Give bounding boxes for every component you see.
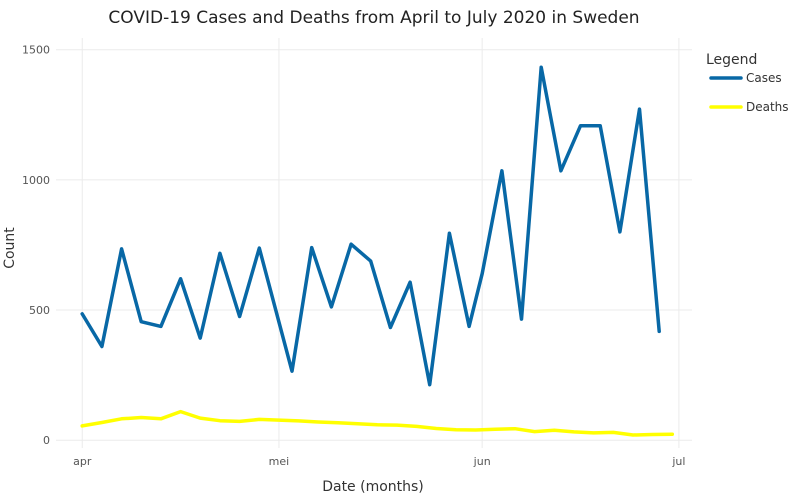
data-point: [552, 428, 556, 432]
data-point: [159, 417, 163, 421]
data-point: [257, 417, 261, 421]
data-point: [290, 369, 294, 373]
data-point: [80, 312, 84, 316]
data-point: [120, 417, 124, 421]
legend-items: Cases Deaths: [709, 71, 789, 114]
data-point: [447, 231, 451, 235]
chart-title: COVID-19 Cases and Deaths from April to …: [108, 8, 639, 28]
data-point: [198, 336, 202, 340]
data-point: [657, 329, 661, 333]
data-point: [336, 421, 340, 425]
y-tick-label: 1500: [22, 44, 50, 57]
x-axis-title: Date (months): [322, 479, 424, 494]
data-point: [434, 427, 438, 431]
data-point: [480, 272, 484, 276]
series-cases: [80, 65, 661, 387]
data-point: [513, 427, 517, 431]
legend-label: Cases: [746, 71, 782, 85]
data-point: [238, 315, 242, 319]
data-point: [415, 424, 419, 428]
data-point: [139, 416, 143, 420]
data-point: [638, 107, 642, 111]
data-point: [218, 419, 222, 423]
data-point: [618, 230, 622, 234]
series-line-deaths: [80, 409, 675, 437]
data-point: [218, 251, 222, 255]
data-point: [179, 277, 183, 281]
data-point: [408, 280, 412, 284]
data-point: [238, 419, 242, 423]
data-point: [277, 418, 281, 422]
data-point: [310, 246, 314, 250]
data-point: [316, 420, 320, 424]
data-point: [611, 430, 615, 434]
x-axis-ticks: apr mei jun jul: [73, 455, 685, 468]
y-tick-label: 0: [43, 434, 50, 447]
y-axis-ticks: 0 500 1000 1500: [22, 44, 50, 447]
data-point: [375, 423, 379, 427]
x-tick-label: jul: [671, 455, 685, 468]
legend-label: Deaths: [746, 100, 789, 114]
legend: Legend Cases Deaths: [706, 52, 789, 114]
data-point: [670, 432, 674, 436]
legend-item-cases: Cases: [709, 71, 782, 85]
series-line-cases: [80, 65, 661, 387]
data-point: [533, 430, 537, 434]
data-point: [474, 428, 478, 432]
series-deaths: [80, 409, 675, 437]
data-point: [329, 305, 333, 309]
data-point: [579, 124, 583, 128]
data-point: [139, 320, 143, 324]
data-point: [395, 423, 399, 427]
y-tick-label: 500: [29, 304, 50, 317]
x-tick-label: apr: [73, 455, 92, 468]
data-point: [539, 65, 543, 69]
data-point: [428, 383, 432, 387]
data-point: [651, 433, 655, 437]
data-point: [100, 421, 104, 425]
data-point: [100, 345, 104, 349]
data-point: [631, 433, 635, 437]
data-point: [257, 246, 261, 250]
legend-title: Legend: [706, 52, 757, 68]
x-tick-label: jun: [473, 455, 491, 468]
data-point: [598, 124, 602, 128]
y-tick-label: 1000: [22, 174, 50, 187]
data-point: [120, 247, 124, 251]
data-point: [388, 326, 392, 330]
grid: [56, 38, 692, 448]
data-point: [159, 324, 163, 328]
data-point: [572, 430, 576, 434]
data-point: [198, 416, 202, 420]
data-point: [80, 424, 84, 428]
data-point: [520, 317, 524, 321]
data-point: [500, 169, 504, 173]
y-axis-title: Count: [2, 227, 18, 269]
data-point: [592, 431, 596, 435]
data-point: [493, 427, 497, 431]
legend-item-deaths: Deaths: [709, 100, 789, 114]
data-point: [349, 242, 353, 246]
data-point: [179, 410, 183, 414]
plot-area: [80, 65, 675, 437]
x-tick-label: mei: [269, 455, 290, 468]
data-point: [454, 428, 458, 432]
data-point: [467, 324, 471, 328]
data-point: [559, 169, 563, 173]
data-point: [356, 422, 360, 426]
data-point: [369, 259, 373, 263]
data-point: [297, 419, 301, 423]
